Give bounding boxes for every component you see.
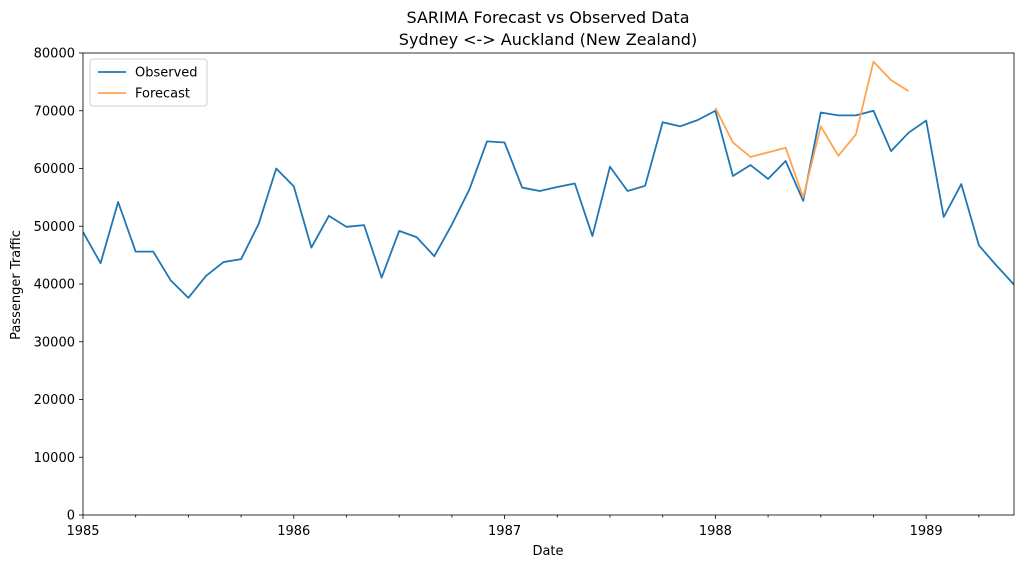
x-tick-label: 1985 [66,524,99,539]
plot-area: 1985 1986 1987 1988 1989 0 10000 20000 30000 4000… [34,47,1015,539]
x-tick-label: 1989 [910,524,943,539]
legend-label-observed: Observed [135,66,198,81]
y-tick-label: 0 [67,509,75,524]
y-tick-label: 80000 [34,47,75,62]
chart-title: SARIMA Forecast vs Observed Data [406,8,689,27]
x-axis-label: Date [532,544,563,559]
legend-box [89,58,208,107]
series-line-forecast [714,60,910,199]
y-tick-label: 40000 [34,278,75,293]
y-tick-label: 60000 [34,162,75,177]
legend-label-forecast: Forecast [135,87,190,102]
x-tick-label: 1988 [699,524,732,539]
axes-frame [82,52,1015,516]
x-tick-label: 1987 [488,524,521,539]
y-tick-label: 70000 [34,104,75,119]
chart-subtitle: Sydney <-> Auckland (New Zealand) [399,30,697,49]
x-tick-label: 1986 [277,524,310,539]
y-tick-label: 10000 [34,451,75,466]
y-tick-label: 50000 [34,220,75,235]
series-line-observed [83,109,1014,299]
legend: Observed Forecast [89,58,208,107]
y-tick-label: 30000 [34,335,75,350]
y-tick-label: 20000 [34,393,75,408]
y-axis-label: Passenger Traffic [9,230,24,340]
